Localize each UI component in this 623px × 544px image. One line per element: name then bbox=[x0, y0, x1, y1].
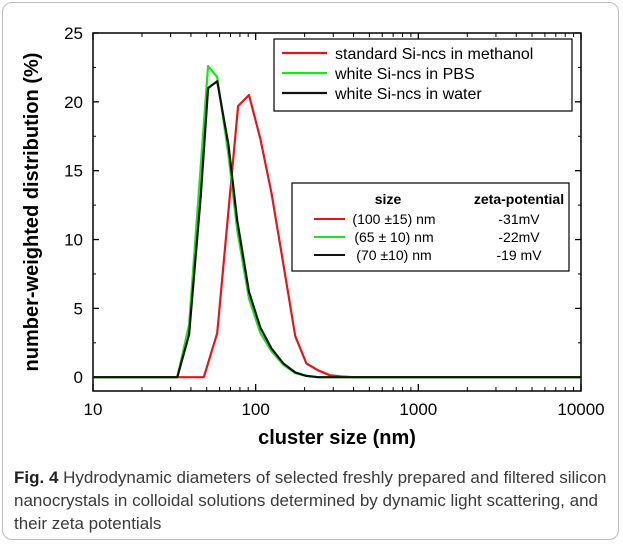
chart: 0 5 10 15 20 25 10 100 1000 10000 cluster size (nm… bbox=[21, 24, 605, 449]
y-tick-label: 5 bbox=[74, 299, 83, 318]
plot-frame bbox=[92, 32, 582, 392]
data-table: size zeta-potential (100 ±15) nm -31mV (65 ±… bbox=[291, 182, 570, 272]
x-axis-label: cluster size (nm) bbox=[258, 427, 416, 449]
y-tick-label: 20 bbox=[64, 93, 83, 112]
table-size-value: (65 ± 10) nm bbox=[354, 229, 433, 245]
y-tick-label: 15 bbox=[64, 162, 83, 181]
table-header-zeta: zeta-potential bbox=[474, 191, 564, 207]
legend-label: standard Si-ncs in methanol bbox=[335, 46, 533, 63]
figure-caption: Fig. 4 Hydrodynamic diameters of selecte… bbox=[14, 466, 610, 535]
x-tick-label: 100 bbox=[241, 400, 269, 419]
caption-text: Hydrodynamic diameters of selected fresh… bbox=[14, 468, 607, 533]
legend-label: white Si-ncs in water bbox=[334, 86, 482, 103]
y-tick-label: 25 bbox=[64, 24, 83, 43]
table-zeta-value: -31mV bbox=[498, 211, 540, 227]
table-size-value: (100 ±15) nm bbox=[352, 211, 435, 227]
y-tick-label: 0 bbox=[74, 368, 83, 387]
table-zeta-value: -19 mV bbox=[496, 247, 542, 263]
figure-label: Fig. 4 bbox=[14, 468, 59, 487]
series-line bbox=[93, 93, 581, 379]
legend: standard Si-ncs in methanol white Si-ncs … bbox=[273, 38, 573, 112]
series-line bbox=[93, 80, 581, 379]
table-zeta-value: -22mV bbox=[498, 229, 540, 245]
x-tick-label: 10000 bbox=[557, 400, 604, 419]
table-box bbox=[291, 182, 570, 272]
legend-label: white Si-ncs in PBS bbox=[334, 66, 475, 83]
table-header-size: size bbox=[375, 191, 402, 207]
y-tick-label: 10 bbox=[64, 231, 83, 250]
y-axis-label: number-weighted distribution (%) bbox=[21, 53, 43, 372]
x-tick-label: 1000 bbox=[399, 400, 437, 419]
legend-box bbox=[273, 38, 573, 112]
x-tick-label: 10 bbox=[84, 400, 103, 419]
table-size-value: (70 ±10) nm bbox=[356, 247, 431, 263]
